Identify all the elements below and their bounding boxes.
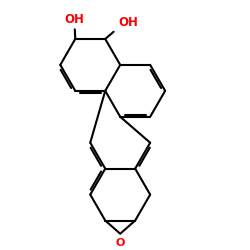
Text: O: O [116, 238, 125, 248]
Text: OH: OH [65, 14, 85, 26]
Text: OH: OH [118, 16, 138, 29]
